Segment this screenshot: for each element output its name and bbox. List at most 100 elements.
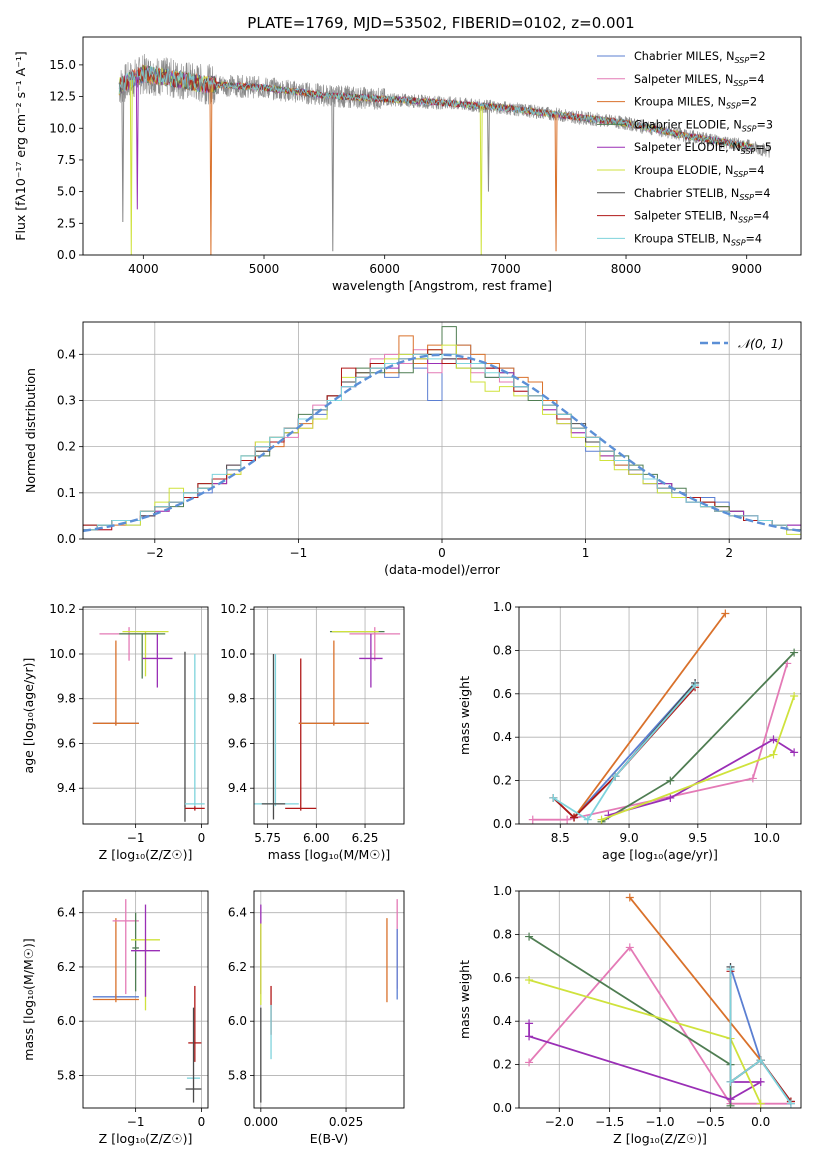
legend-text-part: =3 [756, 118, 773, 131]
y-tick-label: 0.8 [493, 927, 512, 941]
y-tick-label: 0.3 [57, 393, 76, 407]
legend-text-part: SSP [739, 193, 754, 202]
absorption-dip [129, 80, 133, 255]
plot-weight_vs_age: 8.5 9.0 9.5 10.0 0.0 0.2 0.4 0.6 0.8 1.0 age [log₁… [457, 600, 802, 862]
plus-marker [597, 815, 606, 824]
plot-age_vs_mass: 5.75 6.00 6.25 9.4 9.6 9.8 10.0 10.2 mass [log₁₀… [220, 602, 405, 862]
x-axis-label: (data-model)/error [384, 562, 501, 577]
legend-label: Salpeter STELIB, NSSP=4 [634, 210, 769, 225]
legend-text-part: SSP [733, 170, 748, 179]
x-axis-label: mass [log₁₀(M/M☉)] [268, 847, 390, 862]
x-tick-label: 1 [582, 546, 590, 560]
plus-marker [549, 793, 558, 802]
y-tick-label: 1.0 [493, 600, 512, 614]
axes-frame [518, 890, 802, 1109]
y-tick-label: 0.0 [57, 532, 76, 546]
weight-line-salpeter-miles [532, 663, 789, 821]
weight-line-kroupa-miles [629, 896, 762, 1061]
y-tick-label: 0.8 [493, 643, 512, 657]
plus-marker [756, 1077, 765, 1086]
plus-marker [666, 793, 675, 802]
weight-line-kroupa-miles [573, 612, 727, 819]
x-tick-label: 7000 [490, 262, 521, 276]
plus-marker [525, 1019, 534, 1028]
plus-marker [726, 1077, 735, 1086]
legend-text-part: =4 [754, 187, 771, 200]
plot-body [92, 899, 202, 1103]
plus-marker [625, 893, 634, 902]
y-tick-label: 6.4 [57, 906, 76, 920]
y-tick-label: 9.6 [57, 736, 76, 750]
y-tick-label: 0.4 [57, 347, 76, 361]
plots-layer: 4000 5000 6000 7000 8000 90000.02.55.07.510.0… [13, 36, 802, 1146]
y-tick-label: 2.5 [57, 216, 76, 230]
x-tick-label: 8000 [611, 262, 642, 276]
plus-marker [525, 1058, 534, 1067]
plot-residuals: −2 −1 0 1 2 0.0 0.1 0.2 0.3 0.4 (data-model)/error… [23, 321, 802, 577]
plus-marker [691, 681, 700, 690]
x-tick-label: 8.5 [551, 831, 570, 845]
y-tick-label: 0.0 [493, 1101, 512, 1115]
absorption-dip [121, 84, 125, 223]
legend-text-part: SSP [742, 124, 757, 133]
plus-marker [786, 1099, 795, 1108]
legend-text-part: =4 [748, 73, 765, 86]
plot-weight_vs_Z: −2.0 −1.5 −1.0 −0.5 0.0 0.0 0.2 0.4 0.6 0.8 1.0 Z [… [457, 884, 802, 1146]
plus-marker [666, 776, 675, 785]
legend-text-part: Chabrier ELODIE, N [634, 118, 742, 131]
y-tick-label: 0.6 [493, 971, 512, 985]
axes-frame [253, 606, 405, 825]
plot-body [118, 53, 771, 255]
y-tick-label: 0.1 [57, 486, 76, 500]
plus-marker [790, 691, 799, 700]
legend-text-part: Salpeter MILES, N [634, 73, 733, 86]
plus-marker [525, 932, 534, 941]
plus-marker [756, 1056, 765, 1065]
y-tick-label: 10.0 [220, 647, 247, 661]
legend-text-part: =5 [755, 141, 772, 154]
x-tick-label: −1 [290, 546, 308, 560]
legend-label: Kroupa STELIB, NSSP=4 [634, 232, 762, 247]
x-tick-label: −1.5 [595, 1115, 624, 1129]
legend-text-part: Chabrier STELIB, N [634, 187, 739, 200]
plus-marker [583, 815, 592, 824]
y-tick-label: 10.2 [49, 602, 76, 616]
legend-text-part: SSP [741, 147, 756, 156]
y-tick-label: 9.4 [228, 781, 247, 795]
x-tick-label: 5.75 [254, 831, 281, 845]
legend-text-part: Kroupa ELODIE, N [634, 164, 733, 177]
legend-label: Chabrier MILES, NSSP=2 [634, 50, 766, 65]
y-tick-label: 5.8 [228, 1068, 247, 1082]
legend-text-part: SSP [731, 238, 746, 247]
legend-label: Chabrier STELIB, NSSP=4 [634, 187, 771, 202]
y-tick-label: 10.0 [49, 121, 76, 135]
plus-marker [756, 1099, 765, 1108]
y-tick-label: 5.0 [57, 185, 76, 199]
axes-frame [253, 890, 405, 1109]
y-tick-label: 9.4 [57, 781, 76, 795]
absorption-dip [209, 84, 213, 255]
plus-marker [769, 750, 778, 759]
plus-marker [528, 815, 537, 824]
y-tick-label: 1.0 [493, 884, 512, 898]
y-tick-label: 0.0 [493, 817, 512, 831]
legend-text-part: =4 [746, 232, 763, 245]
plus-marker [721, 609, 730, 618]
y-tick-label: 6.0 [228, 1014, 247, 1028]
weight-line-kroupa-stelib [552, 684, 696, 821]
plus-marker [570, 813, 579, 822]
x-tick-label: 4000 [128, 262, 159, 276]
y-tick-label: 6.0 [57, 1014, 76, 1028]
x-tick-label: 6000 [369, 262, 400, 276]
plus-marker [625, 943, 634, 952]
plus-marker [790, 748, 799, 757]
plus-marker [790, 648, 799, 657]
legend-label: Chabrier ELODIE, NSSP=3 [634, 118, 773, 133]
y-tick-label: 0.0 [57, 248, 76, 262]
x-tick-label: 0.0 [751, 1115, 770, 1129]
plot-body [525, 893, 795, 1108]
y-tick-label: 6.2 [57, 960, 76, 974]
y-tick-label: 9.8 [57, 692, 76, 706]
y-tick-label: 0.2 [493, 1058, 512, 1072]
x-tick-label: 0.000 [244, 1115, 278, 1129]
